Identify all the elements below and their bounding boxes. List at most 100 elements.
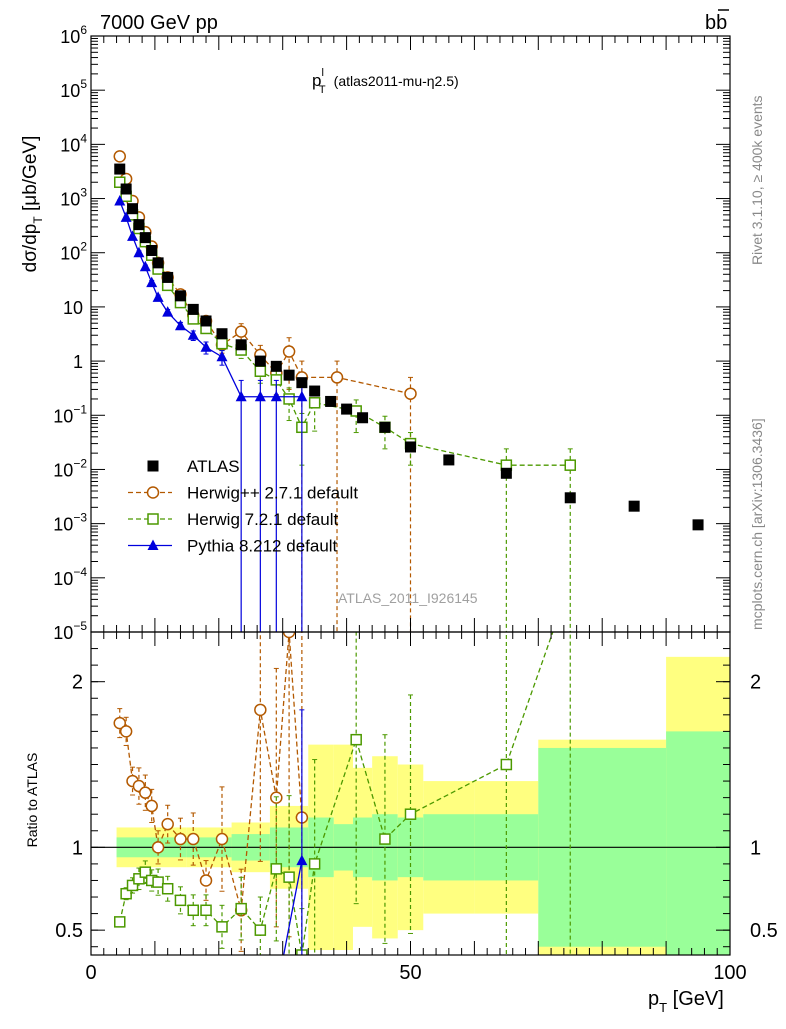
y-tick-label: 10−4	[53, 565, 87, 589]
ratio-point	[139, 786, 152, 799]
data-point	[283, 393, 295, 405]
data-point	[216, 350, 228, 362]
data-point	[120, 183, 132, 195]
data-point	[139, 232, 151, 244]
legend-item: ATLAS	[147, 457, 240, 476]
legend-item: Herwig 7.2.1 default	[128, 510, 338, 529]
data-point	[174, 319, 186, 331]
data-point	[114, 176, 126, 188]
data-point	[127, 230, 139, 241]
x-tick-label: 0	[85, 962, 96, 984]
data-point	[325, 395, 337, 407]
data-point	[270, 390, 282, 402]
y-tick-label: 10−3	[53, 511, 87, 535]
ratio-point	[145, 799, 158, 813]
ratio-point	[120, 887, 132, 900]
y-tick-label: 102	[60, 240, 87, 264]
data-point	[120, 211, 132, 222]
data-point	[309, 385, 321, 397]
data-point	[187, 329, 199, 340]
ratio-point	[186, 832, 200, 846]
ratio-point	[161, 817, 174, 831]
data-point	[133, 246, 145, 258]
ratio-series	[113, 632, 571, 955]
data-point	[254, 390, 266, 402]
ratio-point	[174, 894, 187, 907]
data-point	[254, 355, 266, 367]
ratio-point	[216, 921, 228, 933]
ratio-line	[283, 860, 303, 955]
ratio-point	[283, 871, 295, 883]
data-point	[139, 260, 151, 272]
data-point	[146, 276, 158, 288]
ratio-point	[133, 873, 145, 885]
ratio-point	[113, 716, 127, 730]
series-line	[119, 181, 571, 466]
y-tick-label: 103	[60, 186, 87, 210]
data-point	[564, 459, 576, 471]
header-left: 7000 GeV pp	[100, 12, 218, 34]
data-point	[187, 303, 199, 315]
y-tick-label: 106	[60, 23, 87, 47]
x-axis-label: pT [GeV]	[648, 988, 724, 1015]
data-point	[330, 371, 344, 384]
data-point	[174, 290, 186, 302]
ratio-point	[404, 808, 417, 820]
chart-title: pl T(atlas2011-mu-η2.5)	[312, 67, 459, 96]
ratio-point	[235, 902, 247, 915]
data-point	[152, 257, 164, 269]
ratio-bands	[91, 656, 730, 955]
data-point	[235, 339, 247, 351]
ratio-point	[161, 882, 174, 895]
ratio-point	[308, 858, 321, 870]
data-point	[308, 397, 321, 409]
data-point	[200, 315, 212, 327]
data-point	[216, 337, 228, 350]
ratio-y-label: Ratio to ATLAS	[24, 753, 40, 848]
x-tick-label: 50	[399, 962, 421, 984]
ratio-point	[379, 833, 391, 845]
data-point	[357, 412, 369, 424]
legend-marker	[146, 486, 160, 499]
y-tick-label: 105	[60, 77, 87, 101]
data-point	[282, 345, 296, 358]
ratio-point	[254, 703, 267, 717]
data-point	[254, 365, 267, 377]
legend-marker	[147, 539, 159, 550]
data-point	[564, 492, 576, 504]
header-right: bb	[705, 12, 727, 34]
legend-label: ATLAS	[187, 457, 240, 476]
ratio-point	[199, 874, 213, 887]
ratio-point	[215, 832, 229, 846]
ratio-point	[282, 632, 296, 639]
legend-label: Pythia 8.212 default	[187, 537, 338, 556]
data-point	[162, 306, 174, 317]
ratio-point	[119, 725, 133, 738]
data-point	[443, 454, 455, 466]
ratio-tick-label-right: 0.5	[750, 920, 778, 942]
data-point	[114, 163, 126, 175]
ratio-tick-label-left: 1	[72, 837, 83, 859]
ratio-point	[270, 863, 283, 875]
data-point	[283, 369, 295, 381]
data-point	[187, 313, 199, 325]
data-point	[114, 195, 126, 206]
main-series	[113, 150, 704, 632]
ratio-tick-label-right: 1	[750, 837, 761, 859]
data-point	[405, 441, 416, 453]
legend-item: Pythia 8.212 default	[128, 537, 338, 556]
data-point	[379, 421, 391, 433]
data-point	[628, 500, 640, 512]
data-point	[296, 377, 308, 389]
ratio-point	[254, 924, 267, 936]
data-point	[500, 467, 512, 479]
data-point	[692, 519, 704, 531]
ratio-point	[187, 904, 199, 917]
ratio-point	[350, 733, 362, 746]
ratio-point	[174, 832, 187, 846]
data-point	[133, 219, 145, 231]
y-tick-label: 10	[63, 298, 83, 318]
